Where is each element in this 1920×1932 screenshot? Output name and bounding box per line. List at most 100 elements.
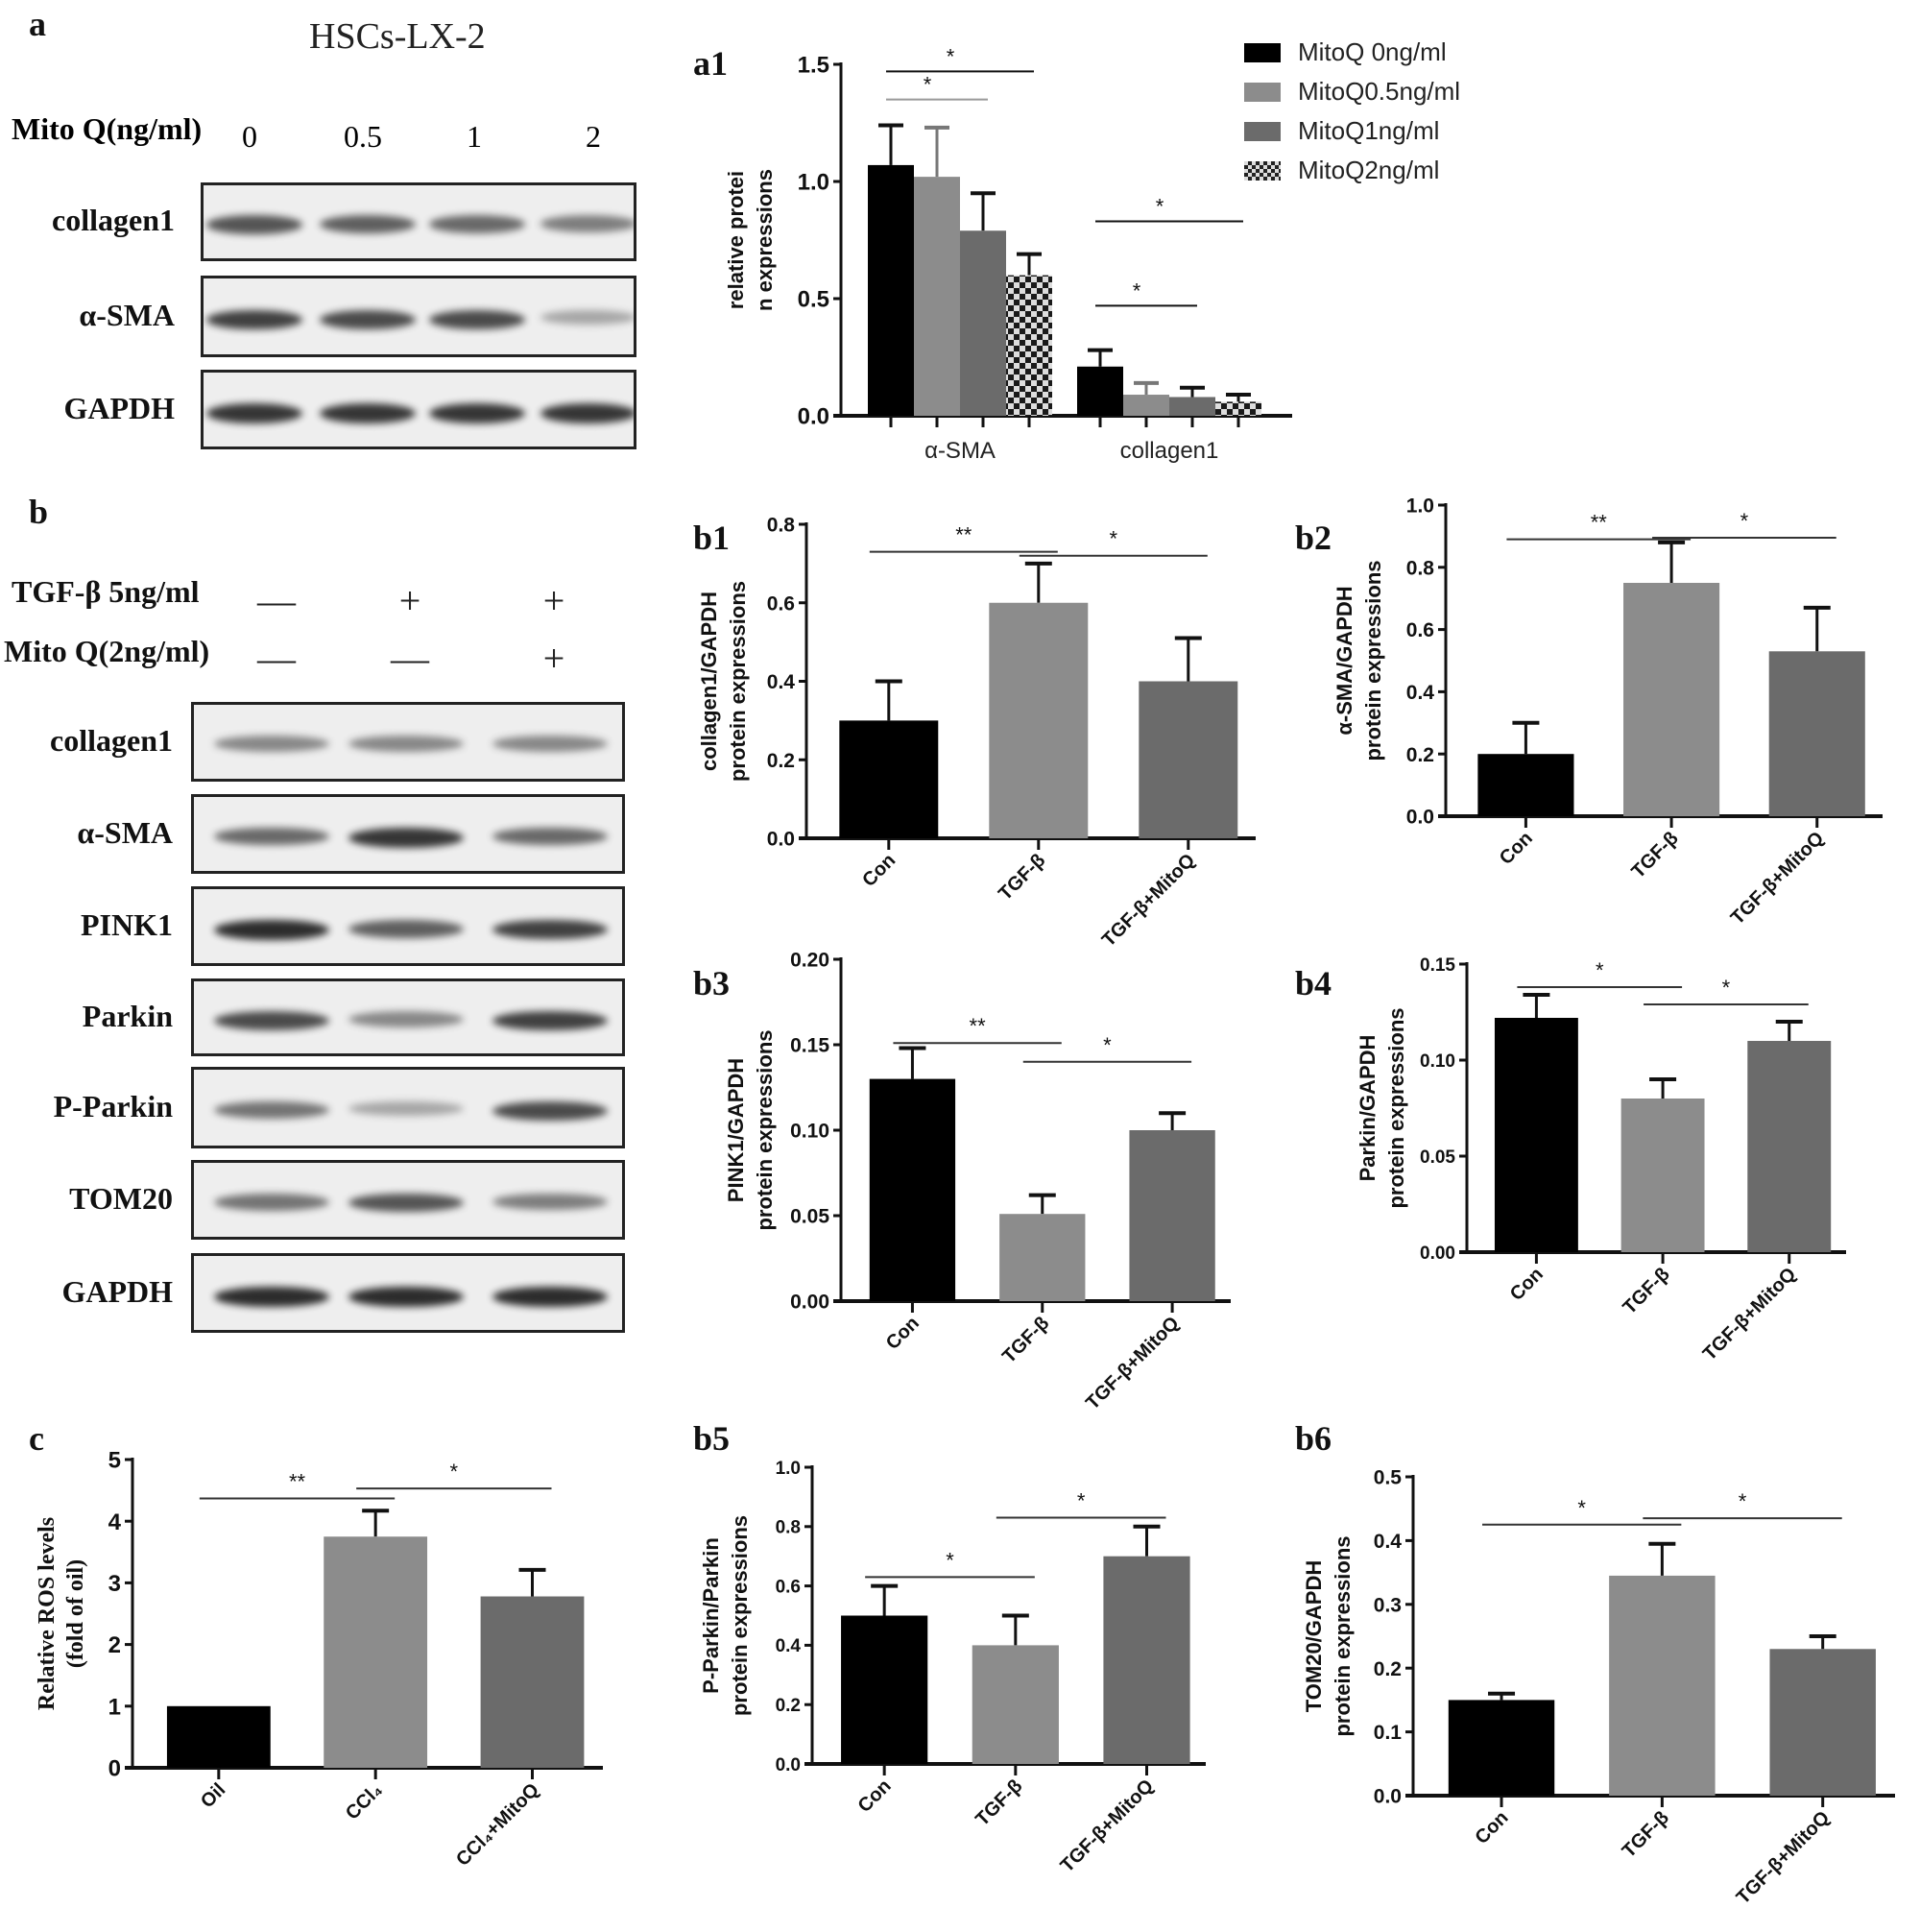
- legend-item: MitoQ1ng/ml: [1244, 111, 1460, 151]
- y-tick-label: 1.5: [798, 53, 829, 79]
- blot-label: GAPDH: [63, 390, 175, 425]
- y-tick-label: 0.4: [1374, 1531, 1403, 1553]
- blot-band: [492, 1193, 608, 1210]
- y-tick-label: 0.6: [776, 1577, 801, 1597]
- y-axis-label: (fold of oil): [63, 1559, 88, 1668]
- bar-Con: [1448, 1700, 1555, 1796]
- blot-label: α-SMA: [77, 814, 173, 850]
- sign: +: [542, 637, 565, 680]
- blot-band: [429, 402, 525, 423]
- blot-band: [429, 215, 525, 233]
- y-axis-label: PINK1/GAPDH: [724, 1058, 748, 1202]
- significance-marker: *: [450, 1460, 459, 1484]
- x-tick-label: TGF-β+MitoQ: [1082, 1313, 1183, 1413]
- blot-band: [540, 402, 634, 423]
- blot-band: [348, 1100, 464, 1116]
- x-tick-label: TGF-β+MitoQ: [1699, 1264, 1800, 1364]
- bar-TGF-MitoQ: [1139, 681, 1238, 838]
- blot-band: [492, 1286, 608, 1307]
- blot-band: [214, 919, 329, 940]
- blot-band: [206, 309, 302, 329]
- y-axis-label: protein expressions: [1361, 560, 1385, 761]
- bar-TGF-: [1609, 1575, 1716, 1796]
- western-blot-gapdh: [191, 1253, 625, 1333]
- panel-label-b3: b3: [693, 964, 730, 1002]
- western-blot-pink1: [191, 886, 625, 966]
- blot-band: [348, 827, 464, 848]
- bar-TGF-MitoQ: [1769, 1649, 1876, 1796]
- condition-mitoq-label: Mito Q(2ng/ml): [4, 634, 210, 668]
- panel-label-b5: b5: [693, 1419, 730, 1458]
- sign: —: [391, 637, 429, 680]
- panel-label-b4: b4: [1295, 964, 1332, 1002]
- y-axis-label: protein expressions: [726, 581, 750, 782]
- y-tick-label: 0.05: [790, 1206, 829, 1228]
- x-tick-label: Oil: [197, 1779, 229, 1812]
- y-tick-label: 0.10: [790, 1121, 829, 1143]
- y-tick-label: 0.0: [798, 404, 829, 430]
- bar-TGF-: [989, 602, 1089, 838]
- y-tick-label: 0.2: [1374, 1658, 1402, 1680]
- blot-label: GAPDH: [61, 1273, 173, 1309]
- bar-TGF-: [999, 1214, 1086, 1301]
- panel-label-b: b: [29, 493, 49, 531]
- significance-marker: *: [1110, 527, 1118, 551]
- legend-a1: MitoQ 0ng/ml MitoQ0.5ng/ml MitoQ1ng/ml M…: [1244, 33, 1460, 190]
- y-tick-label: 0.4: [776, 1636, 802, 1656]
- blot-label: Parkin: [82, 998, 173, 1033]
- bar-TGF-: [972, 1645, 1059, 1764]
- significance-marker: *: [1077, 1489, 1086, 1513]
- x-tick-label: TGF-β+MitoQ: [1733, 1807, 1834, 1908]
- x-tick-label: TGF-β: [1619, 1264, 1673, 1318]
- x-tick-label: TGF-β: [998, 1313, 1053, 1367]
- western-blot--sma: [201, 276, 636, 357]
- bar-Con: [1477, 754, 1574, 816]
- blot-band: [348, 1286, 464, 1307]
- blot-band: [348, 735, 464, 752]
- y-tick-label: 0.10: [1420, 1051, 1455, 1072]
- blot-band: [206, 402, 302, 423]
- blot-band: [320, 402, 416, 423]
- blot-band: [492, 827, 608, 845]
- panel-label-a1: a1: [693, 44, 728, 83]
- blot-band: [540, 215, 634, 232]
- significance-marker: *: [1133, 278, 1141, 302]
- y-axis-label: TOM20/GAPDH: [1302, 1560, 1326, 1713]
- blot-band: [214, 1010, 329, 1030]
- blot-band: [320, 215, 416, 233]
- bar-collagen1-MitoQ0.5ng/ml: [1123, 395, 1169, 416]
- significance-marker: *: [1596, 958, 1604, 982]
- dose-1: 1: [467, 119, 482, 154]
- x-tick-label: TGF-β+MitoQ: [1057, 1775, 1158, 1876]
- y-tick-label: 0.8: [776, 1518, 801, 1538]
- bar-TGF-MitoQ: [1129, 1130, 1215, 1301]
- blot-band: [492, 919, 608, 939]
- bar-collagen1-MitoQ0ng/ml: [1077, 366, 1123, 416]
- panel-label-b2: b2: [1295, 519, 1332, 557]
- blot-band: [348, 1193, 464, 1212]
- y-axis-label: protein expressions: [1331, 1535, 1355, 1736]
- y-axis-label: protein expressions: [1384, 1007, 1408, 1208]
- y-axis-label: Relative ROS levels: [35, 1517, 60, 1710]
- blot-label: PINK1: [81, 906, 173, 942]
- bar-α-SMA-MitoQ2ng/ml: [1006, 275, 1052, 416]
- x-tick-label: Con: [858, 850, 900, 891]
- blot-label: P-Parkin: [53, 1088, 173, 1123]
- y-tick-label: 0.8: [767, 515, 796, 537]
- y-axis-label: P-Parkin/Parkin: [699, 1537, 723, 1694]
- bar-Oil: [166, 1705, 271, 1768]
- x-tick-label: collagen1: [1120, 438, 1219, 464]
- bar-α-SMA-MitoQ0.5ng/ml: [914, 177, 960, 416]
- y-tick-label: 1.0: [776, 1459, 801, 1479]
- blot-band: [206, 215, 302, 234]
- blot-band: [214, 827, 329, 845]
- x-tick-label: CCl₄: [342, 1779, 387, 1824]
- panel-label-c: c: [29, 1419, 44, 1458]
- x-tick-label: Con: [1506, 1264, 1548, 1305]
- y-tick-label: 1: [108, 1694, 121, 1720]
- blot-band: [492, 1010, 608, 1030]
- bar-Con: [839, 720, 939, 838]
- blot-band: [214, 1193, 329, 1211]
- blot-band: [214, 1286, 329, 1307]
